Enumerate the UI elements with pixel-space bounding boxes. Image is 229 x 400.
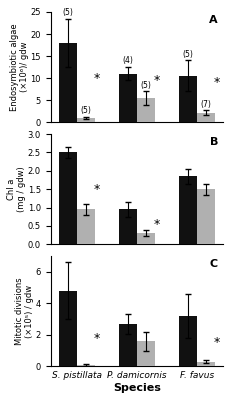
Bar [178,76,196,122]
Bar [118,210,136,244]
Text: (5): (5) [140,81,151,90]
Bar [178,176,196,244]
Text: B: B [209,137,217,147]
Y-axis label: Mitotic divisions
(×10⁵) / gdw: Mitotic divisions (×10⁵) / gdw [15,278,34,345]
Bar [76,118,94,122]
Bar [196,189,214,244]
Bar [178,316,196,366]
Bar [136,233,154,244]
X-axis label: Species: Species [112,383,160,393]
Bar [58,43,76,122]
Y-axis label: Endosymbiotic algae
(×10⁶)/ gdw: Endosymbiotic algae (×10⁶)/ gdw [10,23,29,111]
Text: (5): (5) [62,8,73,17]
Bar [196,112,214,122]
Text: C: C [209,260,217,270]
Text: *: * [153,218,159,231]
Bar [58,152,76,244]
Y-axis label: Chl a
(mg / gdw): Chl a (mg / gdw) [7,166,26,212]
Text: (7): (7) [200,100,211,108]
Text: A: A [208,15,217,25]
Text: *: * [93,72,99,85]
Bar [136,98,154,122]
Text: *: * [93,183,99,196]
Bar [136,341,154,366]
Bar [118,74,136,122]
Bar [58,291,76,366]
Bar [196,362,214,366]
Text: (5): (5) [182,50,193,59]
Text: *: * [213,76,219,89]
Bar [76,210,94,244]
Text: (5): (5) [80,106,91,115]
Bar [76,365,94,366]
Text: *: * [93,332,99,344]
Text: (4): (4) [122,56,133,65]
Bar [118,324,136,366]
Text: *: * [153,74,159,87]
Text: *: * [213,336,219,349]
